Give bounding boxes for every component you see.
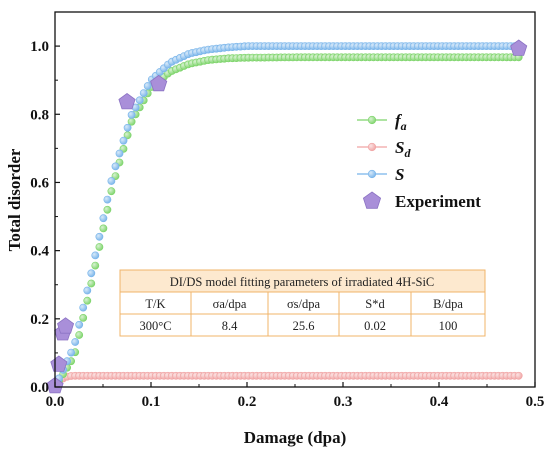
data-point — [75, 331, 84, 339]
data-point — [103, 195, 112, 204]
data-point — [79, 303, 88, 312]
y-tick-label: 0.6 — [30, 175, 49, 191]
data-point — [95, 232, 104, 241]
table-cells: T/K σa/dpa σs/dpa S*d B/dpa 300°C 8.4 25.6 0.02 1… — [139, 292, 463, 336]
y-tick-label: 0.4 — [30, 244, 49, 260]
table-header-cell: S*d — [365, 297, 385, 311]
data-point — [87, 279, 96, 288]
data-point — [75, 320, 84, 329]
data-point — [103, 205, 112, 214]
data-point — [123, 123, 132, 132]
table-cell: 100 — [439, 319, 458, 333]
series-s — [51, 42, 523, 391]
x-axis-title: Damage (dpa) — [244, 428, 346, 447]
data-point — [119, 136, 128, 145]
data-point — [143, 82, 152, 90]
table-header-cell: T/K — [145, 297, 165, 311]
data-point — [67, 348, 75, 357]
table-cell: 300°C — [139, 319, 171, 333]
legend-label: fa — [395, 111, 407, 133]
y-axis-title: Total disorder — [5, 148, 24, 251]
x-tick-label: 0.1 — [142, 394, 161, 410]
x-tick-label: 0.4 — [430, 394, 449, 410]
legend-marker — [367, 169, 377, 179]
y-tick-label: 0.0 — [30, 380, 49, 396]
legend: fa Sd S Experiment — [357, 111, 481, 211]
data-point — [79, 313, 88, 322]
data-point — [115, 149, 124, 158]
ticks-layer: 0.0 0.1 0.2 0.3 0.4 0.5 0.0 0.2 0.4 0.6 0.8 1.0 — [30, 11, 545, 410]
data-point — [99, 214, 108, 223]
data-point — [91, 261, 100, 270]
data-point — [95, 243, 104, 251]
table-cell: 25.6 — [293, 319, 315, 333]
legend-label: Experiment — [395, 192, 481, 211]
experiment-point — [150, 74, 168, 92]
legend-marker — [367, 115, 377, 125]
data-point — [71, 338, 80, 346]
data-point — [91, 251, 100, 260]
series-fa — [51, 53, 523, 391]
y-tick-label: 0.2 — [30, 312, 49, 328]
legend-label: S — [395, 165, 404, 184]
table-cell: 8.4 — [222, 319, 238, 333]
x-tick-label: 0.5 — [526, 394, 545, 410]
x-tick-label: 0.3 — [334, 394, 353, 410]
y-tick-label: 0.8 — [30, 107, 49, 123]
table-title: DI/DS model fitting parameters of irradi… — [170, 275, 435, 289]
legend-item-s: S — [357, 165, 404, 184]
x-tick-label: 0.2 — [238, 394, 257, 410]
series-sd — [51, 371, 523, 391]
data-point — [127, 111, 136, 119]
legend-item-sd: Sd — [357, 138, 411, 160]
data-point — [139, 89, 148, 97]
table-cell: 0.02 — [364, 319, 386, 333]
data-point — [107, 187, 116, 196]
legend-item-experiment: Experiment — [362, 191, 481, 211]
table-header-cell: σs/dpa — [287, 297, 321, 311]
data-layer — [46, 39, 528, 394]
legend-marker — [362, 191, 382, 209]
legend-marker — [367, 142, 377, 152]
data-point — [514, 371, 523, 380]
legend-label: Sd — [395, 138, 411, 160]
legend-item-fa: fa — [357, 111, 407, 133]
experiment-point — [57, 317, 75, 334]
x-tick-label: 0.0 — [46, 394, 65, 410]
parameters-table: DI/DS model fitting parameters of irradi… — [119, 269, 486, 337]
experiment-point — [510, 39, 528, 56]
data-point — [83, 286, 92, 295]
data-point — [135, 96, 144, 105]
data-point — [107, 177, 116, 185]
data-point — [83, 296, 92, 305]
data-point — [111, 162, 120, 171]
y-tick-label: 1.0 — [30, 39, 49, 55]
table-header-cell: B/dpa — [433, 297, 463, 311]
data-point — [87, 269, 96, 278]
data-point — [99, 224, 108, 233]
table-header-cell: σa/dpa — [213, 297, 247, 311]
experiment-point — [118, 93, 136, 110]
series-experiment — [46, 39, 528, 394]
